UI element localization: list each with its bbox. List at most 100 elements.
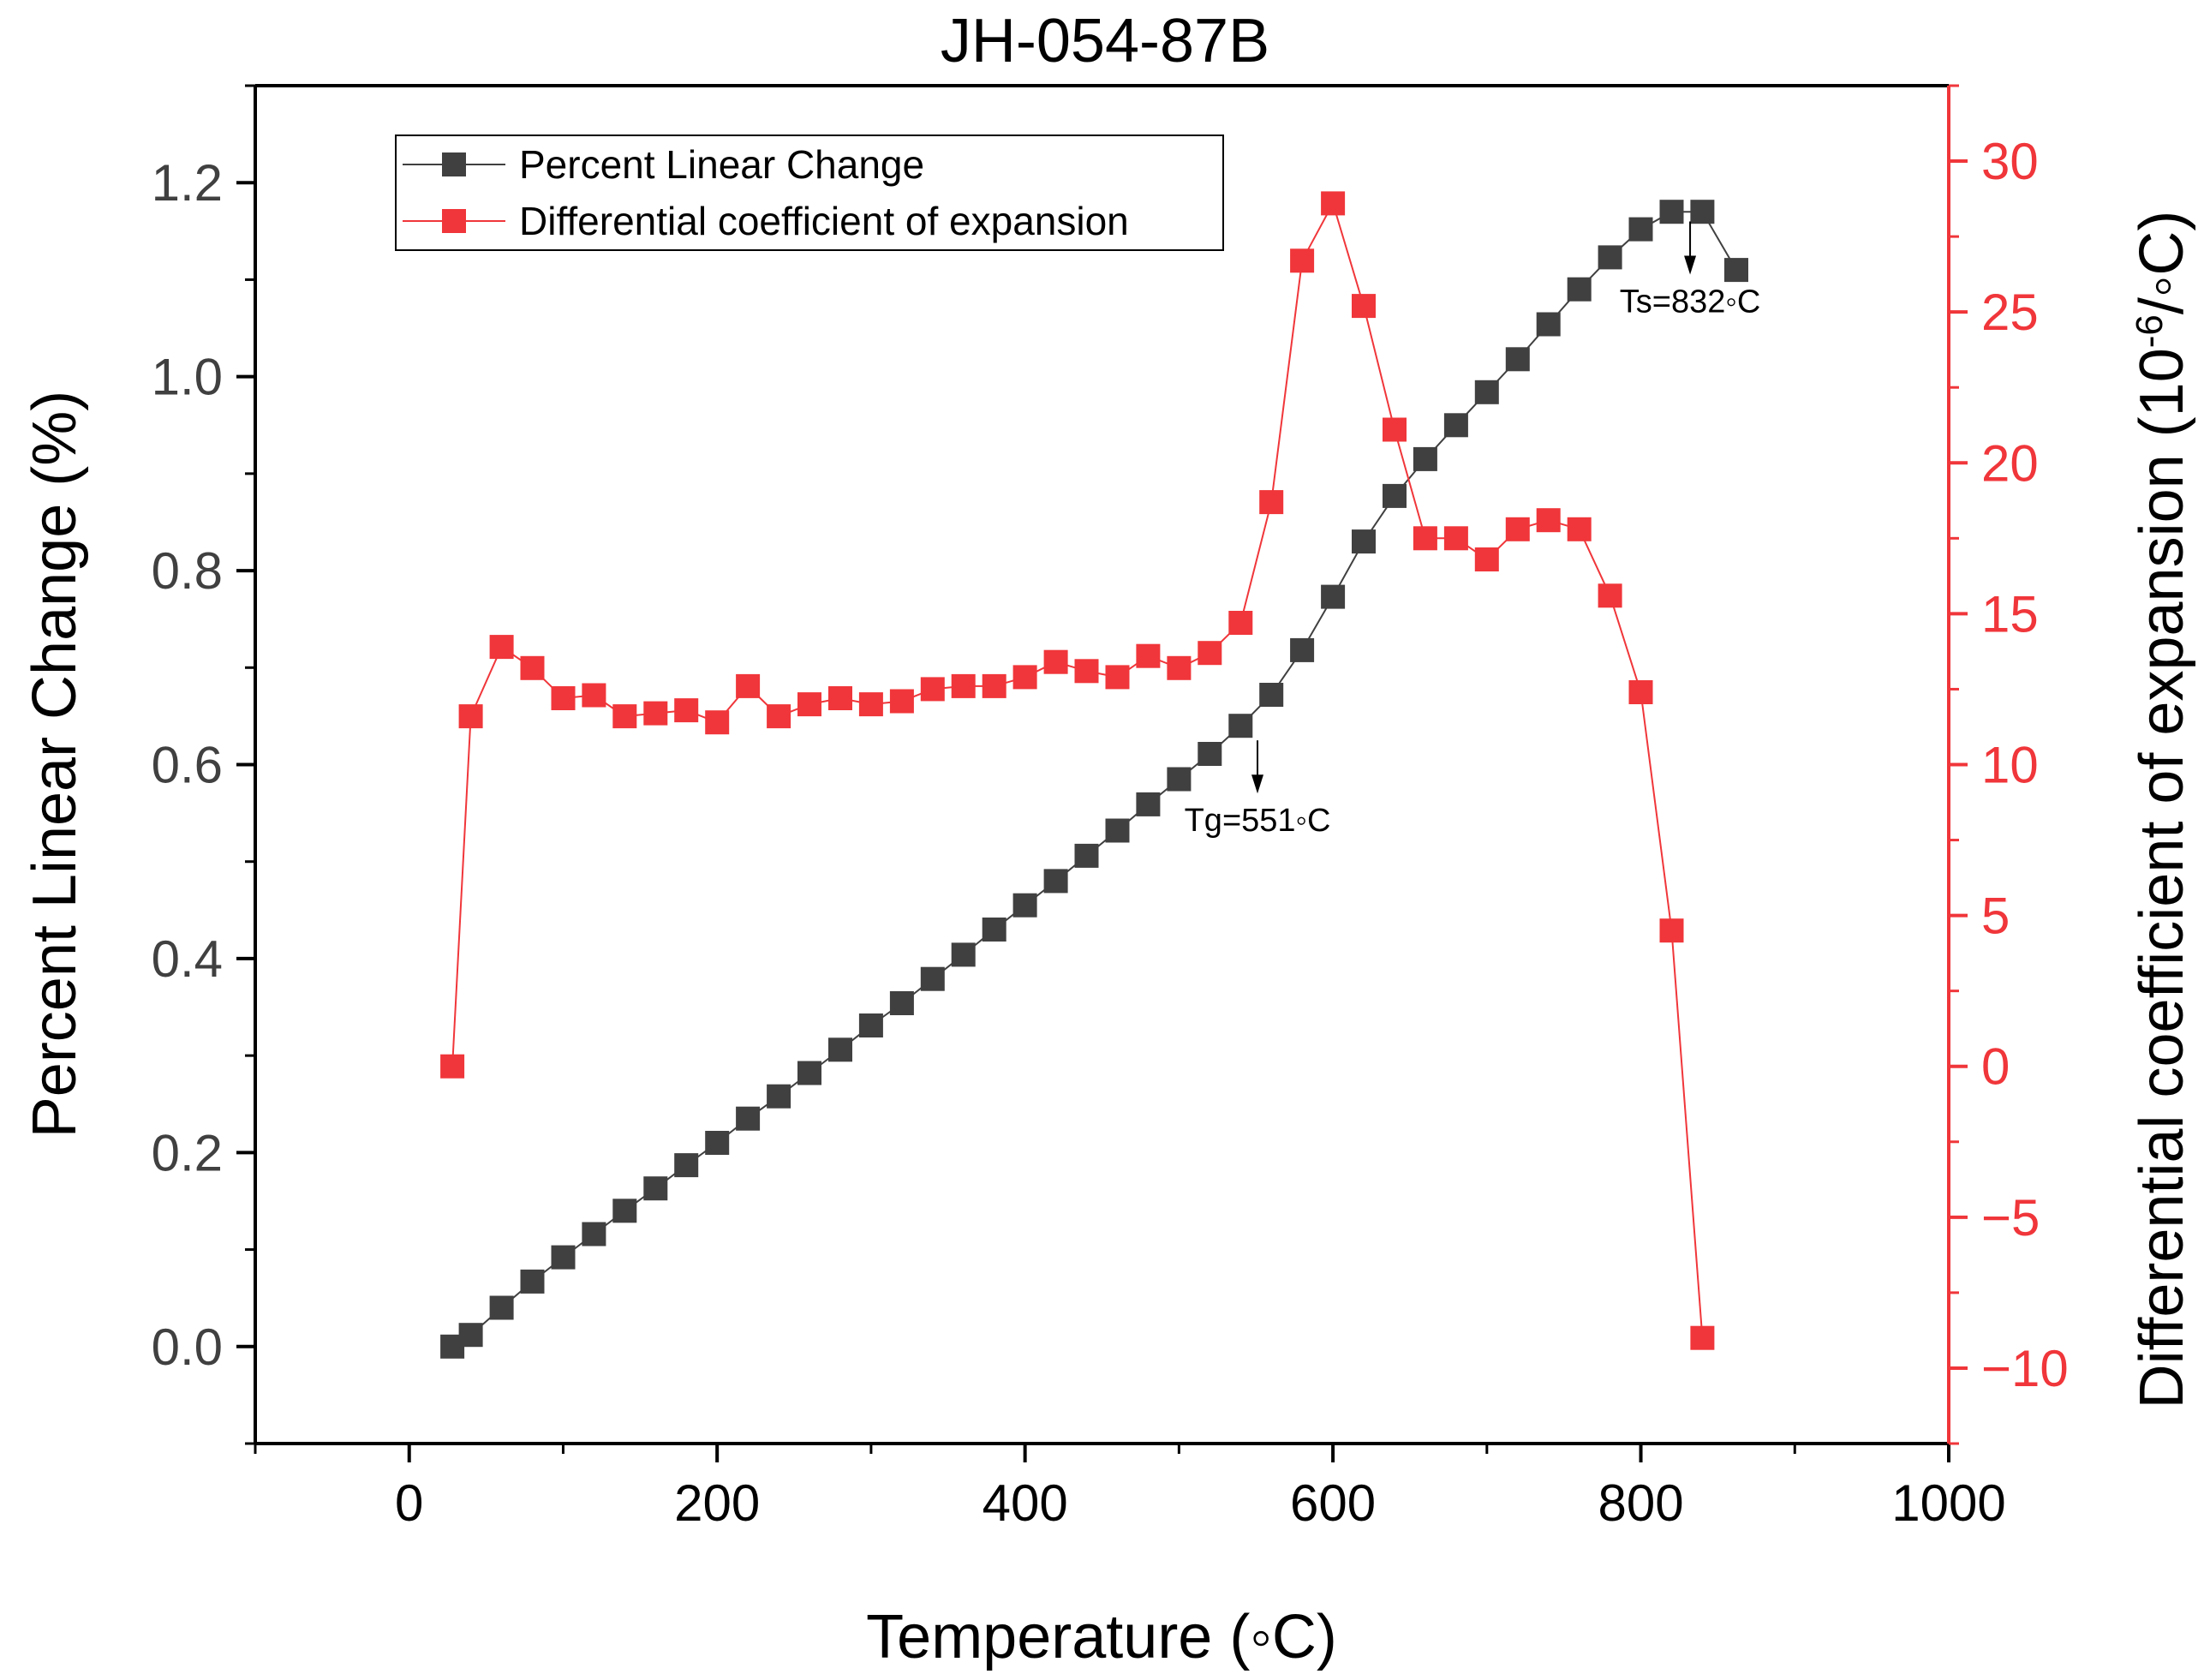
series-marker-1 <box>1290 248 1315 273</box>
series-marker-0 <box>1628 217 1653 242</box>
y-tick-label: 0.2 <box>152 1124 223 1181</box>
series-marker-1 <box>1043 649 1068 674</box>
y-tick-label: 0.6 <box>152 737 223 794</box>
series-marker-0 <box>1074 843 1099 868</box>
series-marker-1 <box>1321 191 1346 216</box>
y2-tick-label: −5 <box>1981 1189 2040 1247</box>
series-marker-0 <box>1043 869 1068 894</box>
series-marker-0 <box>1536 312 1561 337</box>
series-marker-1 <box>1598 583 1622 608</box>
series-marker-0 <box>858 1013 883 1037</box>
series-marker-0 <box>951 942 976 967</box>
annotation-label: Ts=832◦C <box>1620 284 1761 320</box>
series-marker-1 <box>1443 526 1468 551</box>
series-marker-1 <box>1383 417 1407 442</box>
series-marker-0 <box>1413 446 1437 471</box>
series-marker-0 <box>643 1176 668 1201</box>
series-line-1 <box>451 200 1704 1338</box>
series-marker-1 <box>705 710 730 735</box>
legend-box <box>395 135 1224 251</box>
legend-marker-plc <box>442 152 466 176</box>
series-marker-1 <box>1167 655 1192 680</box>
series-marker-0 <box>1443 413 1468 438</box>
series-marker-1 <box>1659 918 1684 943</box>
series-marker-1 <box>1413 526 1437 551</box>
y-tick-label: 1.0 <box>152 349 223 406</box>
series-marker-1 <box>1012 665 1037 690</box>
series-marker-0 <box>1136 792 1161 816</box>
series-marker-0 <box>1352 529 1376 554</box>
series-marker-0 <box>797 1061 821 1085</box>
series-marker-0 <box>612 1199 637 1223</box>
series-marker-0 <box>705 1131 730 1155</box>
annotation-arrow-head <box>1251 774 1264 794</box>
y2-axis-title: Differential coefficient of expansion (1… <box>2128 211 2196 1409</box>
series-marker-0 <box>1198 742 1222 766</box>
series-marker-0 <box>1567 277 1592 302</box>
series-marker-0 <box>1505 347 1530 372</box>
series-marker-0 <box>1724 258 1748 283</box>
y-tick-label: 1.2 <box>152 154 223 212</box>
y-tick-label: 0.8 <box>152 542 223 600</box>
series-marker-0 <box>1383 483 1407 508</box>
y2-axis-title-main: Differential coefficient of expansion (1… <box>2128 348 2196 1408</box>
x-tick-label: 800 <box>1598 1474 1683 1532</box>
series-marker-1 <box>1198 641 1222 666</box>
series-marker-1 <box>767 704 791 729</box>
series-marker-1 <box>440 1054 465 1079</box>
series-marker-0 <box>1259 683 1284 707</box>
legend: Percent Linear Change Differential coeff… <box>395 135 1224 251</box>
series-marker-1 <box>582 683 606 708</box>
series-layer <box>440 191 1748 1359</box>
x-tick-label: 0 <box>395 1474 423 1532</box>
series-marker-0 <box>828 1037 852 1062</box>
series-marker-0 <box>1228 714 1253 738</box>
y2-tick-label: 20 <box>1981 434 2039 492</box>
series-marker-0 <box>889 991 914 1015</box>
series-marker-1 <box>1505 517 1530 541</box>
series-marker-1 <box>951 673 976 698</box>
series-marker-1 <box>1136 643 1161 668</box>
y-tick-label: 0.4 <box>152 930 223 988</box>
series-marker-1 <box>1074 659 1099 684</box>
series-marker-1 <box>889 689 914 714</box>
chart-title: JH-054-87B <box>941 7 1269 75</box>
series-marker-0 <box>1321 584 1346 609</box>
legend-label-dce: Differential coefficient of expansion <box>519 199 1129 243</box>
series-line-0 <box>451 211 1737 1348</box>
x-tick-label: 200 <box>674 1474 760 1532</box>
series-marker-1 <box>643 701 668 726</box>
series-marker-1 <box>982 673 1006 698</box>
series-marker-1 <box>1628 680 1653 704</box>
series-marker-0 <box>520 1269 545 1294</box>
y2-tick-label: 10 <box>1981 737 2039 794</box>
annotation-label: Tg=551◦C <box>1185 803 1331 839</box>
series-marker-1 <box>1567 517 1592 541</box>
y-tick-label: 0.0 <box>152 1318 223 1376</box>
y-axis-ticks: 0.0 0.2 0.4 0.6 0.8 1.0 1.2 <box>152 84 255 1445</box>
series-marker-0 <box>1659 200 1684 224</box>
series-marker-1 <box>1352 294 1376 319</box>
x-axis-title: Temperature (◦C) <box>866 1603 1337 1671</box>
series-marker-0 <box>458 1323 483 1348</box>
y2-tick-label: 30 <box>1981 133 2039 190</box>
series-marker-1 <box>458 704 483 729</box>
x-tick-label: 600 <box>1290 1474 1376 1532</box>
x-axis-ticks: 0 200 400 600 800 1000 <box>254 1444 2006 1532</box>
series-marker-0 <box>1690 200 1715 224</box>
y2-axis-ticks: −10 −5 0 5 10 15 20 25 30 <box>1949 84 2069 1445</box>
series-marker-1 <box>828 686 852 710</box>
annotation-layer: Tg=551◦C Ts=832◦C <box>1185 221 1761 839</box>
series-marker-1 <box>920 677 945 702</box>
x-tick-label: 400 <box>983 1474 1068 1532</box>
y-axis-title: Percent Linear Change (%) <box>21 391 89 1138</box>
series-marker-0 <box>1167 767 1192 792</box>
series-marker-1 <box>1536 508 1561 533</box>
series-marker-0 <box>1105 818 1130 843</box>
y2-tick-label: −10 <box>1981 1340 2069 1397</box>
series-marker-0 <box>1012 893 1037 918</box>
legend-marker-dce <box>442 209 466 233</box>
series-marker-0 <box>920 966 945 991</box>
series-marker-0 <box>674 1153 699 1178</box>
series-marker-1 <box>1690 1325 1715 1350</box>
